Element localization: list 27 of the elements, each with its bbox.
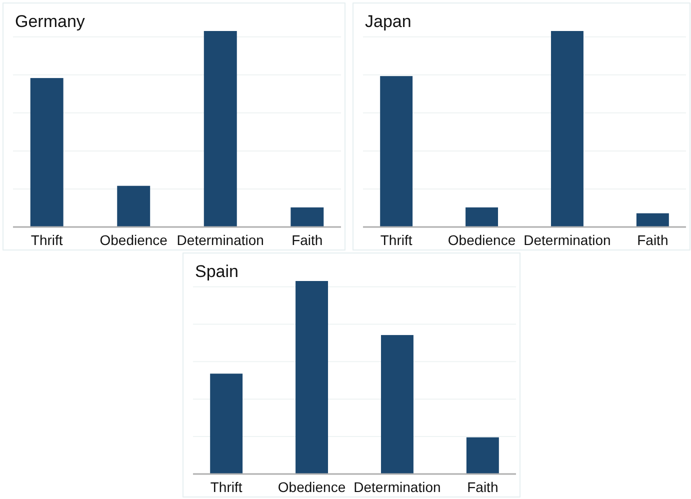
x-tick-label: Determination <box>354 479 441 495</box>
bar <box>466 207 498 227</box>
x-tick-label: Faith <box>637 232 668 248</box>
x-tick-label: Obedience <box>278 479 346 495</box>
chart-title: Germany <box>15 12 86 31</box>
bar <box>380 76 413 227</box>
x-tick-label: Obedience <box>100 232 168 248</box>
x-tick-label: Thrift <box>380 232 412 248</box>
x-tick-label: Determination <box>176 232 264 248</box>
chart-title: Spain <box>195 262 238 281</box>
x-tick-label: Thrift <box>30 232 63 248</box>
bar <box>380 335 414 474</box>
bar <box>550 31 584 227</box>
bar <box>466 437 499 474</box>
x-tick-label: Determination <box>524 232 611 248</box>
chart-title: Japan <box>365 12 412 31</box>
bar <box>117 186 150 227</box>
bar <box>204 31 237 227</box>
bar <box>210 374 243 474</box>
x-tick-label: Thrift <box>210 479 242 495</box>
bar <box>290 207 324 227</box>
x-tick-label: Faith <box>292 232 323 248</box>
bar <box>296 281 328 474</box>
x-tick-label: Faith <box>467 479 498 495</box>
bar <box>636 213 669 227</box>
x-tick-label: Obedience <box>448 232 516 248</box>
bar <box>30 78 64 227</box>
